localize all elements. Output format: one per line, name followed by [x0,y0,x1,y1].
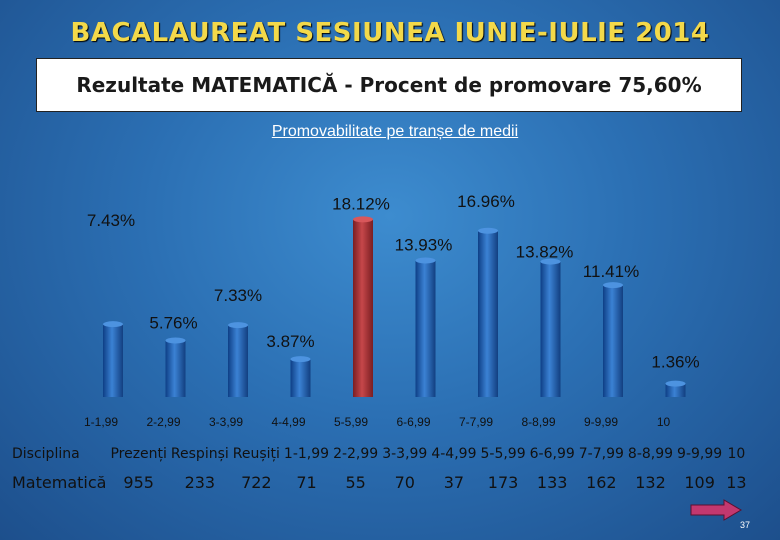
data-table: Disciplina Prezenți Respinși Reușiți 1-1,99 2… [10,440,749,496]
bar-8-8,99 [540,261,561,397]
bar-3-3,99 [228,325,248,397]
table-cell: 955 [123,472,154,492]
data-label: 3.87% [266,332,314,351]
table-cell: 109 [684,472,715,492]
table-cell: 71 [296,472,317,492]
x-tick-label: 1-1,99 [84,415,118,429]
subtitle-text: Rezultate MATEMATICĂ - Procent de promov… [76,73,702,97]
table-header-cell: 8-8,99 [627,446,674,462]
x-tick-label: 7-7,99 [459,415,493,429]
bar-2-2,99 [165,340,186,397]
right-arrow-icon[interactable] [690,499,742,521]
data-label: 13.82% [516,243,574,262]
bar-cap [415,257,436,264]
table-header-cell: 4-4,99 [431,446,477,462]
page-number: 37 [740,520,751,530]
table-cell: 173 [487,472,519,492]
table-cell: 233 [184,472,216,492]
bar-cap [103,321,123,328]
table-header-row: Disciplina Prezenți Respinși Reușiți 1-1,99 2… [10,440,749,468]
bar-cap [165,337,186,344]
data-label: 5.76% [149,314,197,333]
x-tick-label: 10 [657,415,671,429]
subtitle-box: Rezultate MATEMATICĂ - Procent de promov… [36,58,742,112]
bar-1-1,99 [103,324,123,397]
bar-10 [665,383,686,397]
data-label: 11.41% [583,262,639,281]
data-label: 13.93% [395,235,453,254]
bar-cap [353,216,373,223]
x-tick-label: 9-9,99 [584,415,618,429]
table-cell: Matematică [12,472,107,492]
chart-title: Promovabilitate pe tranșe de medii [271,123,519,140]
bar-cap [540,258,561,265]
bar-cap [665,380,686,387]
table-header-cell: 5-5,99 [480,446,526,462]
table-cell: 55 [345,472,366,492]
bar-cap [603,282,623,289]
bar-chart: 7.43% 5.76% 7.33% 3.87% 18.12% 13.93% 16.96% 13… [84,192,700,429]
table-cell: 70 [394,472,415,492]
x-tick-label: 8-8,99 [521,415,555,429]
data-label: 1.36% [651,353,699,372]
main-title: BACALAUREAT SESIUNEA IUNIE-IULIE 2014 [70,18,710,48]
table-cell: 13 [726,472,747,492]
table-header-cell: Respinși [170,446,229,462]
table-row: Matematică 955 233 722 71 55 70 37 173 133 162 132 1… [10,468,749,496]
table-header-cell: 6-6,99 [529,446,575,462]
x-tick-label: 2-2,99 [146,415,180,429]
bar-6-6,99 [415,260,436,397]
bar-cap [478,227,498,234]
table-header-cell: 3-3,99 [382,446,428,462]
table-header-cell: Disciplina [12,446,80,462]
table-header-cell: 9-9,99 [677,446,723,462]
data-label: 16.96% [457,192,515,211]
data-label: 7.43% [87,211,135,230]
table-header-cell: 2-2,99 [333,446,379,462]
bar-5-5,99 [353,219,373,397]
x-tick-label: 6-6,99 [396,415,430,429]
data-label: 7.33% [214,286,262,305]
table-cell: 132 [635,472,666,492]
table-header-cell: Prezenți [110,446,167,462]
x-tick-label: 3-3,99 [209,415,243,429]
table-cell: 133 [536,472,568,492]
table-cell: 162 [586,472,617,492]
table-cell: 37 [443,472,465,492]
bar-9-9,99 [603,285,623,397]
table-cell: 722 [241,472,272,492]
table-header-cell: 10 [727,446,746,462]
table-header-cell: Reușiți [232,446,280,462]
table-header-cell: 1-1,99 [283,446,330,462]
bar-4-4,99 [290,359,311,397]
x-tick-label: 5-5,99 [334,415,368,429]
x-tick-label: 4-4,99 [271,415,305,429]
bar-cap [290,356,311,363]
data-label: 18.12% [332,194,390,213]
bar-7-7,99 [478,230,498,397]
table-header-cell: 7-7,99 [578,446,624,462]
bar-cap [228,322,248,329]
